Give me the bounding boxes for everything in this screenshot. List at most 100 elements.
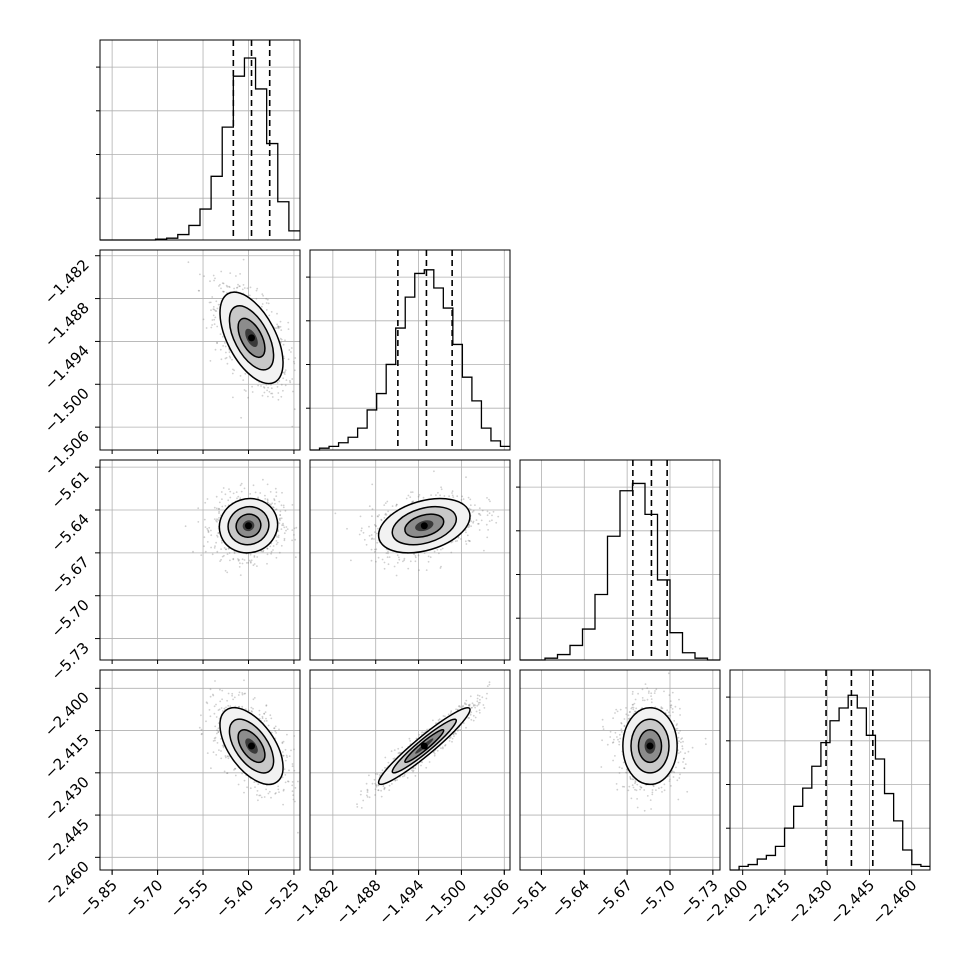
scatter-point: [476, 694, 479, 697]
scatter-point: [223, 770, 226, 773]
scatter-point: [425, 766, 428, 769]
scatter-point: [198, 726, 201, 729]
scatter-point: [291, 378, 294, 380]
scatter-point: [241, 772, 244, 775]
scatter-point: [222, 282, 225, 285]
scatter-point: [213, 279, 216, 282]
scatter-point: [265, 297, 268, 300]
scatter-point: [215, 310, 218, 312]
scatter-point: [214, 680, 216, 682]
scatter-point: [451, 494, 454, 497]
scatter-point: [231, 694, 234, 697]
scatter-point: [203, 545, 205, 548]
scatter-point: [227, 755, 230, 758]
histogram-panel: [729, 669, 931, 871]
scatter-point: [464, 702, 466, 704]
scatter-point: [480, 519, 483, 522]
scatter-point: [284, 509, 287, 512]
scatter-point: [387, 510, 389, 513]
scatter-point: [488, 683, 491, 686]
scatter-point: [243, 287, 246, 289]
scatter-point: [197, 521, 200, 523]
scatter-point: [383, 567, 386, 570]
scatter-point: [479, 698, 481, 701]
scatter-point: [440, 486, 442, 489]
scatter-point: [278, 791, 280, 793]
scatter-point: [261, 293, 264, 295]
scatter-point: [649, 799, 652, 801]
scatter-point: [284, 371, 286, 373]
scatter-point: [487, 529, 489, 531]
scatter-point: [438, 552, 440, 555]
scatter-point: [213, 518, 216, 520]
scatter-point: [427, 560, 430, 563]
scatter-point: [486, 514, 489, 517]
scatter-point: [418, 569, 420, 572]
scatter-point: [226, 571, 229, 574]
scatter-point: [219, 560, 222, 562]
scatter-point: [609, 730, 612, 733]
scatter-point: [211, 553, 214, 556]
scatter-point: [437, 719, 440, 722]
scatter-point: [250, 706, 253, 709]
scatter-point: [251, 385, 254, 388]
scatter-point: [430, 494, 432, 496]
scatter-point: [627, 714, 630, 717]
scatter-point: [291, 425, 294, 428]
scatter-point: [237, 558, 239, 560]
scatter-point: [235, 491, 238, 493]
scatter-point: [479, 701, 481, 704]
scatter-point: [226, 362, 229, 365]
histogram-panel: [519, 459, 721, 661]
scatter-point: [249, 286, 252, 289]
scatter-point: [469, 695, 472, 698]
scatter-point: [373, 523, 376, 526]
scatter-point: [477, 512, 480, 515]
scatter-point: [227, 757, 230, 760]
scatter-point: [457, 729, 460, 731]
scatter-point: [253, 563, 256, 565]
scatter-point: [220, 548, 223, 550]
scatter-point: [294, 787, 297, 789]
scatter-point: [279, 514, 282, 516]
scatter-point: [293, 769, 296, 772]
scatter-point: [678, 698, 680, 701]
joint-panel: [99, 459, 301, 661]
scatter-point: [478, 709, 481, 712]
scatter-point: [257, 783, 260, 785]
scatter-point: [406, 777, 409, 779]
scatter-point: [243, 791, 245, 794]
scatter-point: [220, 558, 223, 561]
scatter-point: [365, 543, 368, 546]
scatter-point: [412, 769, 415, 772]
scatter-point: [232, 557, 235, 560]
scatter-point: [452, 496, 455, 498]
scatter-point: [266, 498, 269, 501]
scatter-point: [229, 496, 232, 499]
scatter-point: [387, 563, 390, 566]
scatter-point: [240, 482, 243, 485]
scatter-point: [614, 755, 616, 757]
scatter-point: [663, 789, 666, 792]
scatter-point: [288, 769, 290, 772]
scatter-point: [219, 348, 222, 351]
scatter-point: [278, 326, 280, 329]
scatter-point: [655, 789, 657, 791]
scatter-point: [370, 534, 373, 536]
scatter-point: [396, 561, 399, 564]
scatter-point: [290, 351, 292, 353]
scatter-point: [187, 261, 190, 264]
scatter-point: [200, 733, 203, 736]
scatter-point: [234, 774, 237, 777]
scatter-point: [393, 565, 396, 568]
scatter-point: [220, 287, 222, 290]
scatter-point: [238, 705, 241, 708]
scatter-point: [237, 283, 239, 286]
scatter-point: [228, 286, 231, 288]
scatter-point: [427, 555, 430, 558]
scatter-point: [281, 491, 283, 494]
scatter-point: [482, 704, 485, 706]
scatter-point: [214, 545, 216, 548]
scatter-point: [259, 492, 262, 494]
scatter-point: [216, 342, 219, 345]
